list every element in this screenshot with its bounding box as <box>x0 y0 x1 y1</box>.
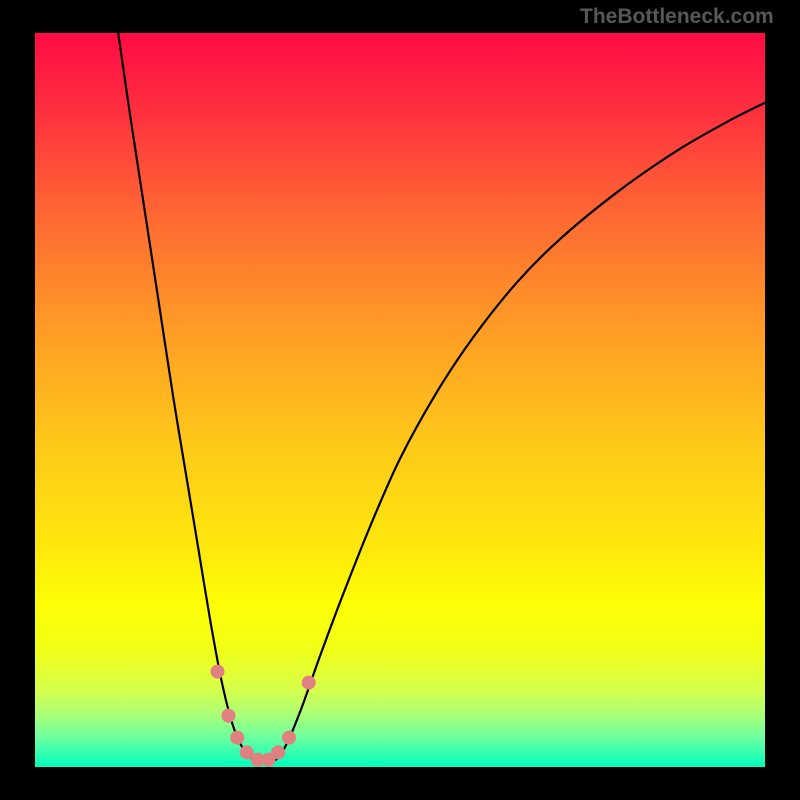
chart-container: TheBottleneck.com <box>0 0 800 800</box>
data-marker <box>271 745 285 759</box>
data-marker <box>302 676 316 690</box>
gradient-background <box>35 33 765 767</box>
data-marker <box>230 731 244 745</box>
watermark-text: TheBottleneck.com <box>580 5 774 29</box>
plot-area <box>35 33 765 767</box>
chart-svg <box>35 33 765 767</box>
data-marker <box>282 731 296 745</box>
data-marker <box>211 665 225 679</box>
data-marker <box>221 709 235 723</box>
